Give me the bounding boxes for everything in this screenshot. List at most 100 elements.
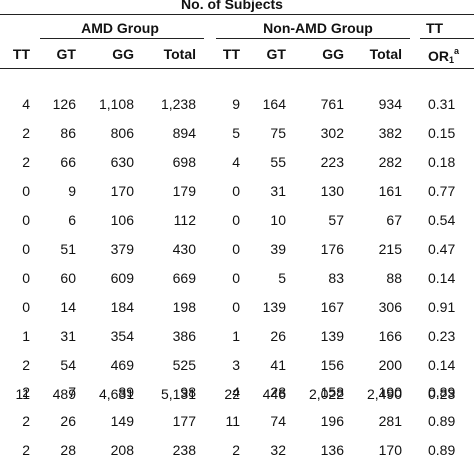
amd-total-cell: 112: [173, 212, 196, 228]
non-tt-header: TT: [222, 46, 240, 62]
or-cell: 0.89: [428, 442, 456, 458]
non-gt-cell: 31: [270, 183, 286, 199]
amd-gg-cell: 469: [110, 357, 134, 373]
or-cell: 0.23: [428, 386, 456, 402]
non-total-cell: 88: [386, 270, 402, 286]
amd-gt-cell: 31: [60, 328, 76, 344]
non-gg-cell: 57: [328, 212, 344, 228]
or-cell: 0.89: [428, 413, 456, 429]
amd-total-cell: 98: [180, 384, 196, 400]
non-total-cell: 67: [386, 212, 402, 228]
amd-tt-cell: 1: [22, 328, 30, 344]
non-gt-cell: 164: [262, 96, 286, 112]
non-tt-cell: 11: [225, 413, 240, 429]
non-gt-header: GT: [266, 46, 286, 62]
amd-tt-header: TT: [12, 46, 30, 62]
amd-tt-cell: 2: [22, 125, 30, 141]
amd-total-cell: 198: [172, 299, 196, 315]
amd-tt-cell: 0: [22, 183, 30, 199]
amd-gt-cell: 126: [52, 96, 76, 112]
non-gt-cell: 39: [270, 241, 286, 257]
non-tt-cell: 0: [232, 241, 240, 257]
amd-total-cell: 513: [150, 471, 196, 474]
tt-group-header: TT: [426, 20, 444, 36]
amd-total-cell: 386: [172, 328, 196, 344]
amd-total-cell: 238: [172, 442, 196, 458]
amd-total-cell: 1,238: [160, 96, 196, 112]
amd-tt-cell: 11: [15, 386, 30, 402]
or-cell: 0.77: [428, 183, 456, 199]
amd-total-cell: 5,131: [160, 386, 196, 402]
amd-gg-cell: 630: [110, 154, 134, 170]
non-gg-cell: 130: [320, 183, 344, 199]
amd-tt-cell: 4: [22, 96, 30, 112]
non-total-cell: 161: [378, 183, 402, 199]
or-cell: 0.31: [428, 96, 456, 112]
non-gt-cell: 32: [270, 442, 286, 458]
non-total-cell: 585: [356, 471, 402, 474]
non-gg-cell: 156: [320, 357, 344, 373]
non-tt-cell: 17: [210, 471, 240, 474]
amd-total-cell: 525: [172, 357, 196, 373]
non-tt-cell: 0: [232, 212, 240, 228]
amd-gt-cell: 61: [40, 471, 76, 474]
non-gt-cell: 74: [270, 413, 286, 429]
non-tt-cell: 0: [232, 183, 240, 199]
non-total-cell: 170: [378, 442, 402, 458]
amd-gg-cell: 149: [110, 413, 134, 429]
amd-total-cell: 669: [172, 270, 196, 286]
amd-total-cell: 177: [172, 413, 196, 429]
non-gt-cell: 55: [270, 154, 286, 170]
non-gt-cell: 133: [250, 471, 286, 474]
non-gg-cell: 167: [320, 299, 344, 315]
amd-gg-cell: 446: [92, 471, 134, 474]
amd-gt-cell: 86: [60, 125, 76, 141]
amd-gt-cell: 51: [60, 241, 76, 257]
amd-tt-cell: 2: [22, 154, 30, 170]
amd-gt-cell: 9: [68, 183, 76, 199]
amd-gt-cell: 14: [60, 299, 76, 315]
non-gt-cell: 5: [278, 270, 286, 286]
non-gt-cell: 75: [270, 125, 286, 141]
non-gt-cell: 26: [270, 328, 286, 344]
non-gt-cell: 446: [262, 386, 286, 402]
non-total-cell: 2,490: [366, 386, 402, 402]
amd-total-header: Total: [163, 46, 196, 62]
non-gg-cell: 83: [328, 270, 344, 286]
amd-gg-cell: 106: [110, 212, 134, 228]
non-gg-cell: 136: [320, 442, 344, 458]
non-total-cell: 166: [378, 328, 402, 344]
amd-gg-cell: 1,108: [98, 96, 134, 112]
non-gg-cell: 2,022: [308, 386, 344, 402]
non-gg-header: GG: [322, 46, 344, 62]
non-tt-cell: 3: [232, 357, 240, 373]
amd-gg-cell: 89: [118, 384, 134, 400]
amd-gg-cell: 184: [110, 299, 134, 315]
non-gt-cell: 10: [270, 212, 286, 228]
amd-gg-cell: 170: [110, 183, 134, 199]
amd-gg-cell: 806: [110, 125, 134, 141]
non-gt-cell: 139: [262, 299, 286, 315]
amd-group-rule: [40, 38, 204, 39]
non-gt-cell: 28: [270, 384, 286, 400]
non-gg-cell: 302: [320, 125, 344, 141]
non-tt-cell: 2: [232, 442, 240, 458]
non-tt-cell: 0: [232, 270, 240, 286]
or-cell: 0.47: [428, 241, 456, 257]
amd-total-cell: 894: [172, 125, 196, 141]
or-cell: 0.23: [428, 328, 456, 344]
amd-gt-cell: 66: [60, 154, 76, 170]
non-total-cell: 215: [378, 241, 402, 257]
non-total-cell: 282: [378, 154, 402, 170]
non-gg-cell: 196: [320, 413, 344, 429]
amd-gt-cell: 54: [60, 357, 76, 373]
or-header-sup: a: [454, 46, 460, 56]
amd-tt-cell: 6: [0, 471, 30, 474]
non-tt-cell: 4: [232, 384, 240, 400]
non-amd-group-header: Non-AMD Group: [263, 20, 373, 36]
or-cell: 0.23: [428, 471, 474, 474]
amd-tt-cell: 2: [22, 442, 30, 458]
amd-tt-cell: 0: [22, 241, 30, 257]
amd-total-cell: 430: [172, 241, 196, 257]
